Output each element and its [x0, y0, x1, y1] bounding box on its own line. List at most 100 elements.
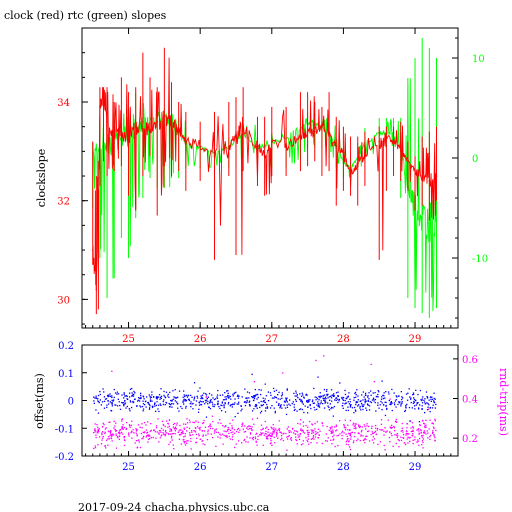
offset-point [196, 395, 198, 397]
rnd-trip-point [393, 427, 396, 429]
offset-point [266, 403, 268, 406]
offset-point [244, 401, 246, 403]
rnd-trip-point [394, 420, 397, 422]
rnd-trip-point [101, 433, 103, 436]
rnd-trip-point [231, 436, 234, 438]
offset-point [157, 396, 160, 398]
rnd-trip-point [307, 438, 310, 440]
offset-point [309, 404, 311, 407]
offset-point [121, 401, 123, 404]
offset-point [157, 408, 159, 410]
offset-point [274, 396, 276, 398]
clock-point [120, 130, 123, 133]
offset-point [222, 399, 225, 401]
offset-point [354, 391, 357, 394]
offset-point [157, 396, 159, 398]
offset-point [162, 403, 164, 406]
offset-point [360, 402, 363, 405]
rnd-trip-point [311, 432, 313, 435]
offset-point [264, 410, 267, 412]
rnd-trip-point [244, 425, 246, 427]
clock-point [306, 130, 309, 133]
rnd-trip-point [246, 436, 248, 438]
offset-point [114, 392, 117, 394]
rnd-trip-point [397, 439, 399, 441]
rnd-trip-point [97, 428, 99, 430]
offset-point [111, 396, 113, 399]
rnd-trip-point [331, 425, 333, 428]
clock-point [102, 96, 105, 98]
rnd-trip-point [421, 436, 423, 438]
offset-point [188, 399, 191, 402]
upper-y2-tick-label: -10 [472, 254, 488, 265]
rnd-trip-point [168, 433, 170, 436]
rnd-trip-point [296, 443, 298, 445]
offset-point [409, 420, 412, 422]
clock-point [177, 130, 180, 133]
rnd-trip-point [243, 438, 246, 441]
offset-point [433, 392, 435, 394]
rnd-trip-point [136, 434, 138, 436]
offset-point [264, 401, 267, 404]
offset-point [281, 394, 284, 396]
offset-point [293, 392, 295, 395]
offset-point [210, 401, 212, 403]
rnd-trip-point [411, 430, 414, 433]
rnd-trip-point [142, 437, 144, 439]
rnd-trip-point [150, 437, 153, 439]
offset-point [160, 404, 162, 406]
offset-point [347, 406, 349, 408]
rnd-trip-point [129, 425, 131, 427]
rnd-trip-point [179, 434, 181, 436]
rnd-trip-point [225, 430, 227, 433]
rnd-trip-point [423, 430, 425, 432]
rnd-trip-point [327, 437, 329, 439]
rnd-trip-point [158, 430, 161, 432]
offset-point [266, 407, 268, 409]
rnd-trip-point [158, 432, 160, 434]
offset-point [324, 396, 327, 398]
offset-point [200, 404, 203, 406]
offset-point [187, 395, 189, 397]
offset-point [151, 400, 153, 402]
rnd-trip-point [222, 425, 224, 427]
offset-point [296, 394, 298, 396]
rnd-trip-point [276, 434, 278, 436]
offset-point [233, 392, 235, 395]
rnd-trip-point [114, 428, 116, 431]
offset-point [413, 397, 415, 399]
rnd-trip-point [144, 431, 146, 433]
offset-point [253, 397, 256, 400]
rnd-trip-point [379, 428, 381, 431]
offset-point [95, 397, 97, 399]
offset-point [182, 396, 184, 398]
rnd-trip-point [231, 427, 233, 429]
offset-point [212, 405, 214, 407]
rnd-trip-point [168, 419, 171, 421]
rnd-trip-point [274, 442, 276, 444]
clock-point [263, 155, 266, 158]
clock-point [134, 125, 137, 128]
rnd-trip-point [223, 434, 225, 437]
offset-point [274, 410, 276, 413]
offset-point [356, 389, 358, 391]
rnd-trip-point [215, 445, 217, 447]
rnd-trip-point [202, 435, 204, 437]
rnd-trip-point [302, 421, 304, 423]
clock-point [364, 155, 366, 158]
offset-point [167, 393, 169, 395]
rnd-trip-point [147, 441, 149, 443]
offset-point [111, 402, 113, 404]
upper-y2-tick-label: 0 [472, 154, 478, 165]
offset-point [221, 401, 223, 403]
offset-point [193, 396, 196, 398]
rnd-trip-point [400, 430, 402, 432]
offset-point [383, 395, 385, 397]
rnd-trip-point [246, 427, 248, 429]
offset-point [126, 405, 128, 408]
offset-point [326, 394, 328, 397]
rnd-trip-point [383, 434, 385, 436]
rnd-trip-point [249, 427, 251, 430]
offset-point [93, 400, 95, 402]
rnd-trip-point [402, 434, 405, 436]
